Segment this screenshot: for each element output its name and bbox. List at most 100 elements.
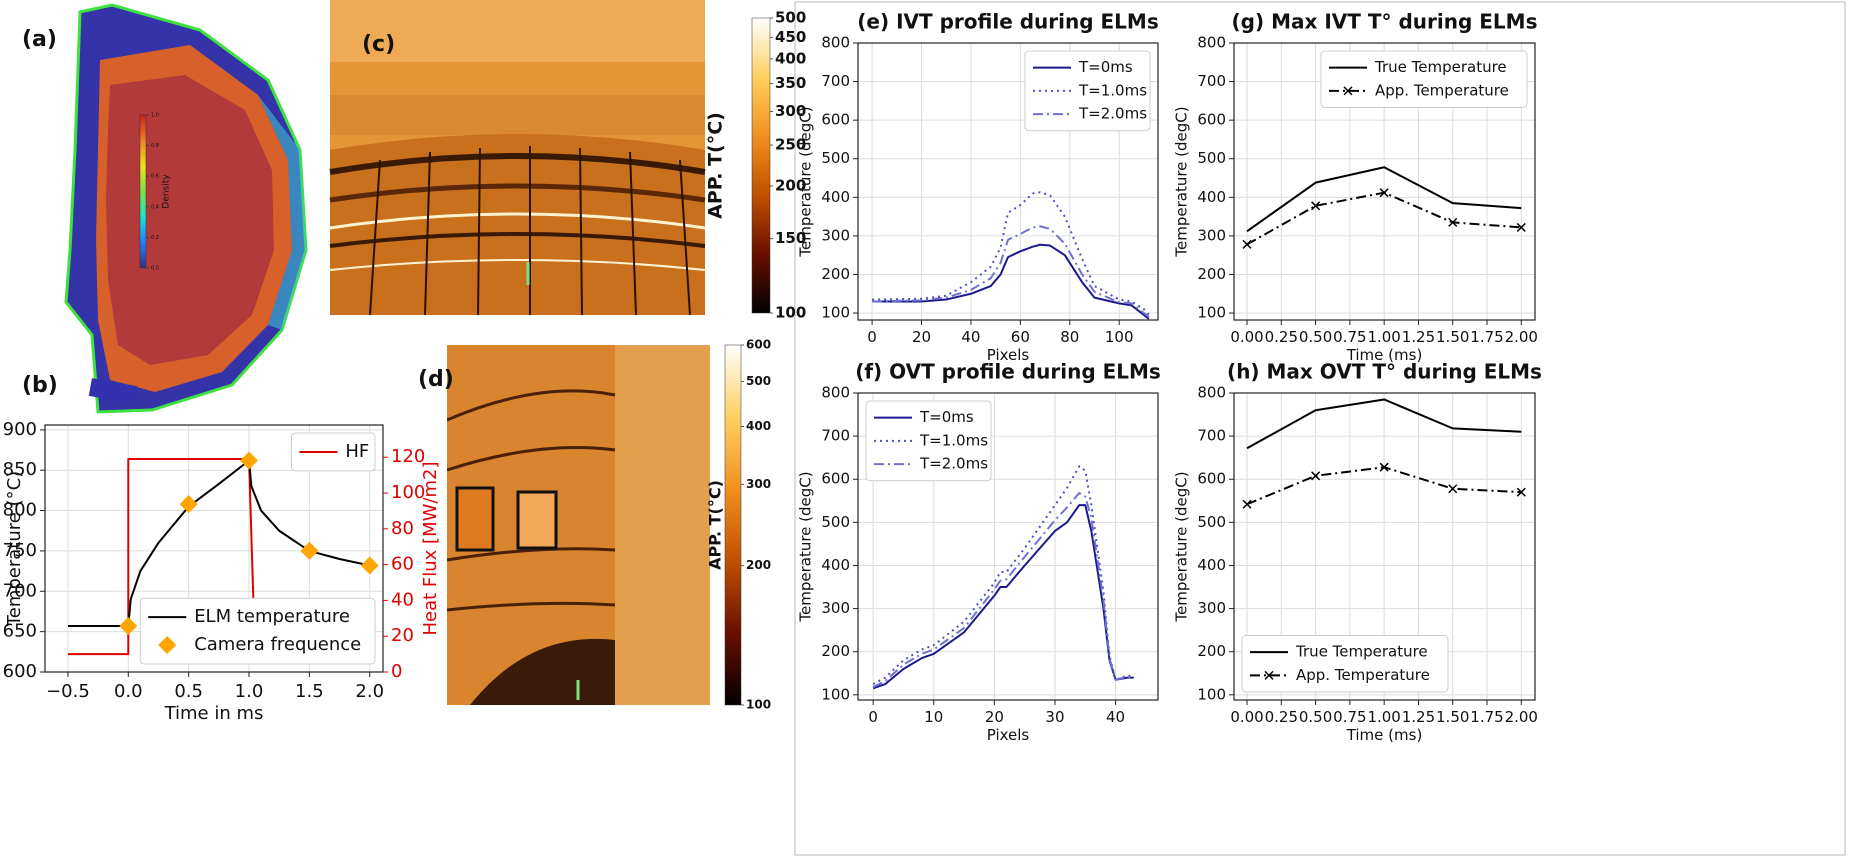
y-tick-label: 850 xyxy=(3,459,37,480)
data-point xyxy=(1516,222,1526,232)
data-point xyxy=(179,495,198,514)
x-tick-label: 100 xyxy=(1105,328,1134,346)
legend-label: T=1.0ms xyxy=(1078,81,1147,99)
y-tick-label: 800 xyxy=(821,34,850,52)
legend-label: T=1.0ms xyxy=(919,431,988,449)
colorbar-tick-label: 0.0 xyxy=(151,266,159,272)
data-point xyxy=(119,616,138,635)
chart-title: (e) IVT profile during ELMs xyxy=(857,10,1158,34)
y-tick-label: 650 xyxy=(3,621,37,642)
legend-marker xyxy=(1264,670,1274,680)
x-tick-label: 40 xyxy=(1106,708,1125,726)
y-tick-label: 700 xyxy=(1197,72,1226,90)
plot-frame xyxy=(857,392,1159,701)
legend-label: Camera frequence xyxy=(194,634,361,655)
y-axis-label: Temperature (degC) xyxy=(1173,471,1191,622)
y-tick-label: 700 xyxy=(3,580,37,601)
colorbar-tick-label: 1.0 xyxy=(151,113,159,119)
y-tick-label: 900 xyxy=(3,419,37,440)
y-tick-label: 500 xyxy=(1197,149,1226,167)
y-tick-label: 800 xyxy=(3,500,37,521)
legend-label: App. Temperature xyxy=(1296,666,1430,684)
x-tick-label: 20 xyxy=(912,328,931,346)
plasma-image xyxy=(64,3,308,414)
legend-label: T=0ms xyxy=(1078,58,1133,76)
data-point xyxy=(1242,499,1252,509)
y-tick-label: 400 xyxy=(1197,188,1226,206)
x-tick-label: 0 xyxy=(868,708,878,726)
x-tick-label: 1.0 xyxy=(235,681,264,702)
y-tick-label: 700 xyxy=(1197,427,1226,445)
y-tick-label: 700 xyxy=(821,72,850,90)
x-tick-label: 0.00 xyxy=(1230,708,1263,726)
y-axis-label: Temperature (degC) xyxy=(797,471,815,622)
x-tick-label: 1.50 xyxy=(1436,708,1469,726)
y2-tick-label: 40 xyxy=(391,589,414,610)
x-tick-label: 80 xyxy=(1060,328,1079,346)
legend-box xyxy=(865,400,992,482)
x-axis-label: Pixels xyxy=(987,346,1030,364)
colorbar-tick-label: 100 xyxy=(775,304,806,322)
x-tick-label: 1.00 xyxy=(1367,328,1400,346)
y-tick-label: 800 xyxy=(1197,384,1226,402)
data-point xyxy=(240,451,259,470)
x-axis-label: Time (ms) xyxy=(1346,726,1423,744)
colorbar-tick-label: 350 xyxy=(775,74,806,92)
series-line xyxy=(872,243,1150,320)
colorbar xyxy=(724,344,742,706)
colorbar-tick-label: 150 xyxy=(775,229,806,247)
colorbar-tick-label: 0.2 xyxy=(151,235,159,241)
y-tick-label: 800 xyxy=(821,384,850,402)
y-tick-label: 100 xyxy=(1197,304,1226,322)
y-tick-label: 500 xyxy=(821,513,850,531)
data-point xyxy=(1448,484,1458,494)
y-tick-label: 400 xyxy=(1197,556,1226,574)
legend-marker xyxy=(1343,86,1353,96)
y2-tick-label: 60 xyxy=(391,554,414,575)
x-axis-label: Time (ms) xyxy=(1346,346,1423,364)
legend-label: HF xyxy=(345,441,369,462)
colorbar-label: APP. T(°C) xyxy=(706,480,725,570)
colorbar-tick-label: 0.4 xyxy=(151,204,159,210)
y-axis-label: Temperature (°C) xyxy=(4,471,25,627)
x-tick-label: 0.25 xyxy=(1265,328,1298,346)
y-tick-label: 500 xyxy=(1197,513,1226,531)
data-point xyxy=(1448,217,1458,227)
colorbar-tick-label: 500 xyxy=(775,9,806,27)
x-tick-label: 2.00 xyxy=(1505,328,1538,346)
legend-label: T=2.0ms xyxy=(919,455,988,473)
x-tick-label: 0 xyxy=(867,328,877,346)
data-point xyxy=(1516,487,1526,497)
plot-frame xyxy=(44,424,384,673)
data-point xyxy=(1379,188,1389,198)
colorbar-tick-label: 200 xyxy=(746,558,771,572)
y-tick-label: 200 xyxy=(821,642,850,660)
plot-frame xyxy=(857,42,1159,321)
colorbar-tick-label: 0.8 xyxy=(151,143,159,149)
x-tick-label: 0.75 xyxy=(1333,708,1366,726)
panel-label: (c) xyxy=(362,32,395,57)
ir-image-d xyxy=(446,345,710,705)
x-tick-label: 0.50 xyxy=(1299,708,1332,726)
legend-box xyxy=(139,597,376,665)
colorbar-tick-label: 300 xyxy=(775,102,806,120)
x-tick-label: 1.50 xyxy=(1436,328,1469,346)
y-tick-label: 300 xyxy=(1197,599,1226,617)
x-tick-label: 40 xyxy=(961,328,980,346)
y-axis-label: Temperature (degC) xyxy=(797,106,815,257)
colorbar xyxy=(751,17,771,314)
colorbar-label: Density xyxy=(162,174,172,209)
y-axis-label: Temperature (degC) xyxy=(1173,106,1191,257)
ir-image-c xyxy=(329,0,706,316)
colorbar-tick-label: 600 xyxy=(746,338,771,352)
colorbar-tick-label: 450 xyxy=(775,28,806,46)
y-tick-label: 500 xyxy=(821,149,850,167)
legend-marker xyxy=(158,636,177,655)
legend-box xyxy=(1024,50,1151,132)
legend-label: T=0ms xyxy=(919,408,974,426)
x-tick-label: 0.75 xyxy=(1333,328,1366,346)
legend-box xyxy=(1320,50,1528,108)
legend-label: App. Temperature xyxy=(1375,81,1509,99)
y-tick-label: 400 xyxy=(821,556,850,574)
colorbar-tick-label: 250 xyxy=(775,136,806,154)
